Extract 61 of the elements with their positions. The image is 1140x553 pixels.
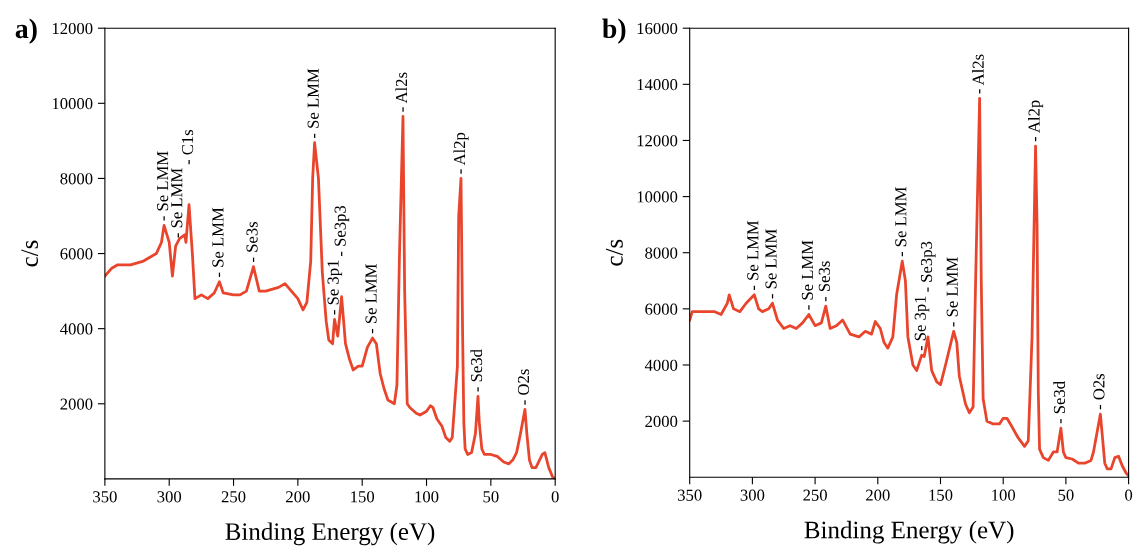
x-tick-label: 200: [866, 489, 890, 501]
annotation: - Al2s: [972, 54, 984, 94]
annotation: - Se LMM: [171, 168, 183, 238]
x-tick-label: 100: [415, 491, 439, 503]
annotation: - Se LMM: [765, 229, 777, 299]
annotation: - Al2s: [395, 72, 408, 112]
annotation: - Se3s: [246, 221, 258, 262]
x-tick-label: 50: [483, 491, 499, 503]
annotation: - O2s: [1093, 373, 1105, 410]
annotation: - Al2p: [1028, 100, 1044, 142]
annotation: - O2s: [517, 369, 530, 405]
y-tick-label: 16000: [637, 22, 678, 35]
y-tick-label: 8000: [645, 247, 678, 259]
x-tick-label: 350: [678, 489, 702, 501]
x-axis-title: Binding Energy (eV): [804, 520, 1014, 544]
annotation: - Se LMM: [365, 264, 377, 334]
chart-title: a): [15, 18, 37, 44]
x-tick-label: 50: [1058, 489, 1074, 501]
x-tick-label: 250: [221, 491, 246, 503]
y-tick-label: 10000: [637, 191, 678, 203]
annotation: - Se LMM: [212, 207, 224, 277]
annotation: - Se3s: [818, 261, 830, 302]
y-axis-title: c/s: [606, 239, 623, 266]
y-tick-label: 2000: [60, 398, 93, 410]
y-tick-label: 4000: [644, 359, 678, 371]
x-tick-label: 300: [157, 491, 182, 503]
annotation: - Se LMM: [946, 257, 958, 327]
y-tick-label: 12000: [52, 22, 93, 35]
y-tick-label: 10000: [52, 98, 93, 110]
y-tick-label: 14000: [637, 79, 678, 91]
x-tick-label: 200: [286, 491, 310, 503]
y-tick-label: 6000: [60, 248, 93, 260]
y-tick-label: 4000: [60, 323, 93, 335]
annotation: - C1s: [181, 129, 194, 165]
y-tick-label: 6000: [645, 303, 678, 315]
y-tick-label: 8000: [60, 173, 93, 185]
annotation: - Se LMM: [157, 151, 169, 221]
x-tick-label: 0: [1125, 489, 1133, 501]
y-tick-label: 2000: [645, 415, 678, 428]
y-axis-title: c/s: [21, 240, 38, 267]
annotation: - Se LMM: [895, 187, 907, 257]
x-tick-label: 100: [992, 489, 1016, 501]
y-tick-label: 12000: [637, 135, 678, 147]
annotation: - Se3p3: [334, 205, 350, 256]
x-tick-label: 300: [740, 489, 765, 501]
x-axis-title: Binding Energy (eV): [225, 522, 435, 546]
annotation: - Se 3p1: [914, 296, 930, 351]
x-tick-label: 150: [351, 491, 375, 503]
chart-title: b): [602, 18, 626, 44]
x-tick-label: 350: [93, 491, 117, 503]
x-tick-label: 250: [803, 489, 827, 501]
annotation: - Se3d: [470, 349, 483, 392]
annotation: - Se LMM: [307, 68, 319, 138]
annotation: - Se LMM: [747, 220, 759, 291]
annotation: - Al2p: [453, 132, 469, 174]
annotation: - Se3d: [1053, 381, 1066, 424]
x-tick-label: 0: [551, 491, 559, 503]
annotation: - Se3p3: [920, 241, 936, 292]
annotation: - Se 3p1: [327, 260, 343, 315]
x-tick-label: 150: [929, 489, 953, 501]
annotation: - Se LMM: [801, 240, 813, 310]
